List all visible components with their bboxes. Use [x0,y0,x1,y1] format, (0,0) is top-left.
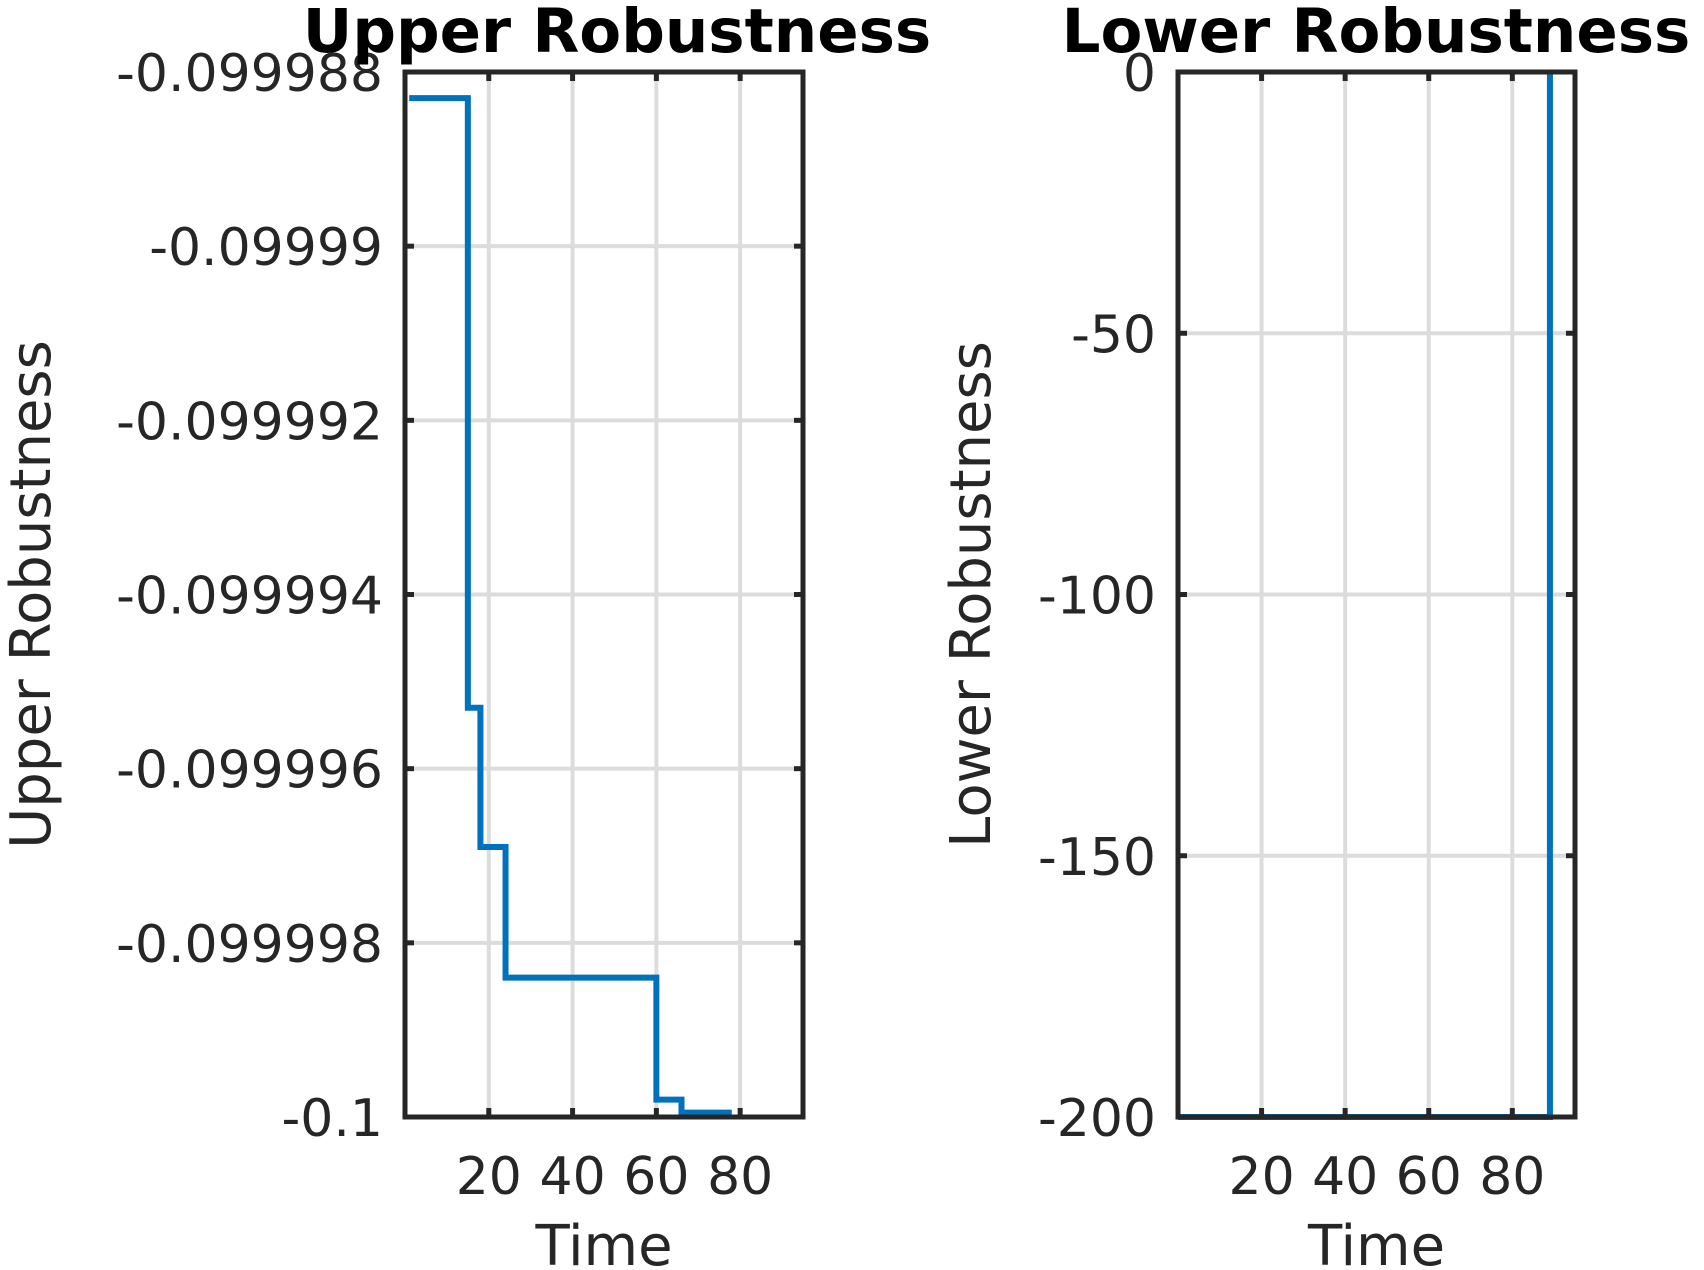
y-tick-label: -0.09999 [149,218,383,278]
y-tick-label: -0.099988 [116,44,383,104]
series-line [409,95,732,1116]
x-tick-label: 20 [456,1147,522,1207]
y-tick-label: -0.1 [282,1089,383,1149]
y-tick-label: -200 [1038,1089,1156,1149]
y-axis-label: Upper Robustness [0,340,64,848]
upper-robustness-panel: 20 40 60 80 -0.1 -0.099998 -0.099996 -0.099994 -… [0,0,931,1270]
y-tick-label: -100 [1038,567,1156,627]
x-tick-label: 40 [539,1147,605,1207]
x-axis-label: Time [1307,1214,1445,1270]
chart-title: Upper Robustness [303,0,931,67]
y-tick-label: -0.099998 [116,915,383,975]
x-tick-label: 80 [1479,1147,1545,1207]
x-tick-label: 80 [707,1147,773,1207]
chart-title: Lower Robustness [1062,0,1691,67]
y-tick-label: -0.099994 [116,567,383,627]
x-axis-label: Time [534,1214,672,1270]
x-tick-label: 40 [1312,1147,1378,1207]
y-tick-label: -50 [1071,305,1156,365]
y-tick-label: -0.099996 [116,741,383,801]
x-tick-label: 60 [623,1147,689,1207]
x-tick-label: 20 [1228,1147,1294,1207]
y-tick-label: -150 [1038,828,1156,888]
y-axis-label: Lower Robustness [939,341,1004,848]
y-tick-label: -0.099992 [116,392,383,452]
y-tick-label: 0 [1123,44,1156,104]
x-tick-label: 60 [1396,1147,1462,1207]
